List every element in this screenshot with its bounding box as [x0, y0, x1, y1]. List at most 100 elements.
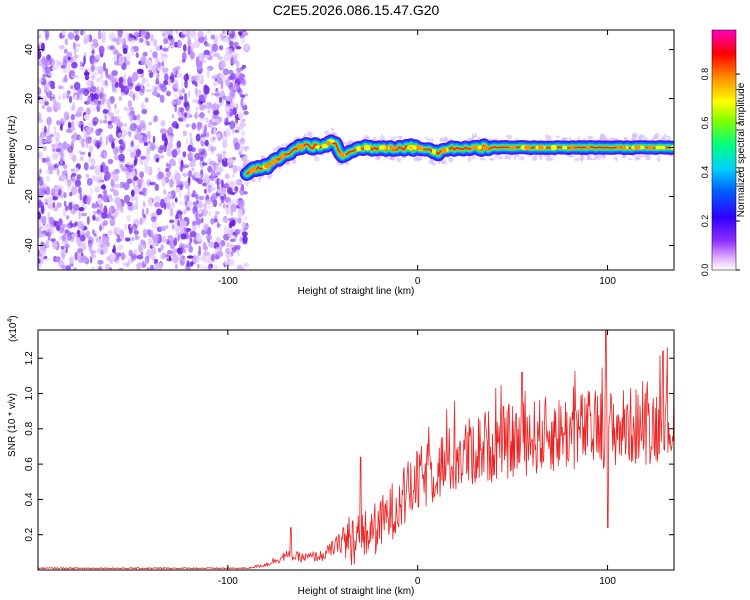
- noise-blob: [38, 112, 42, 121]
- noise-blob: [225, 254, 232, 258]
- noise-blob: [94, 164, 101, 172]
- noise-blob: [103, 62, 106, 72]
- noise-blob: [159, 45, 163, 50]
- noise-blob: [138, 124, 144, 129]
- noise-blob: [109, 218, 116, 227]
- noise-blob: [167, 250, 173, 255]
- noise-blob: [225, 95, 230, 102]
- noise-blob: [113, 146, 119, 155]
- noise-blob: [155, 157, 159, 163]
- noise-blob: [191, 150, 195, 159]
- noise-blob: [240, 94, 246, 98]
- noise-blob: [132, 93, 136, 101]
- noise-blob: [147, 140, 152, 145]
- noise-blob: [146, 179, 152, 187]
- noise-blob: [118, 76, 124, 84]
- noise-blob: [219, 59, 227, 69]
- noise-blob: [38, 96, 42, 100]
- noise-blob: [69, 191, 73, 197]
- noise-blob: [92, 116, 99, 125]
- noise-blob: [52, 241, 58, 250]
- noise-blob: [201, 182, 207, 187]
- noise-blob: [100, 184, 107, 190]
- track-highlight: [251, 167, 257, 173]
- noise-blob: [145, 207, 149, 215]
- noise-blob: [43, 224, 49, 231]
- track-halo: [489, 157, 493, 161]
- noise-blob: [131, 255, 139, 259]
- noise-blob: [46, 229, 52, 238]
- noise-blob: [58, 94, 62, 101]
- noise-blob: [226, 202, 233, 206]
- y-tick-label: 1.0: [24, 386, 35, 400]
- noise-blob: [243, 110, 249, 115]
- noise-blob: [149, 48, 153, 53]
- track-halo: [654, 132, 660, 139]
- noise-blob: [80, 151, 86, 156]
- noise-blob: [127, 77, 132, 87]
- track-halo: [324, 130, 330, 135]
- noise-blob: [228, 40, 234, 47]
- noise-blob: [160, 56, 167, 62]
- noise-blob: [200, 74, 205, 85]
- noise-blob: [240, 98, 244, 108]
- noise-blob: [216, 177, 220, 186]
- noise-blob: [168, 134, 174, 143]
- noise-blob: [204, 199, 212, 205]
- noise-blob: [102, 189, 107, 196]
- noise-blob: [171, 149, 178, 158]
- noise-blob: [127, 100, 133, 108]
- noise-blob: [240, 78, 246, 85]
- noise-blob: [112, 50, 120, 56]
- noise-blob: [176, 140, 182, 149]
- noise-blob: [97, 238, 103, 247]
- noise-blob: [83, 35, 88, 40]
- noise-blob: [82, 129, 86, 133]
- track-halo: [651, 137, 655, 142]
- snr-frame: [37, 329, 675, 571]
- noise-blob: [221, 30, 227, 35]
- noise-blob: [62, 92, 68, 99]
- noise-blob: [200, 217, 204, 224]
- noise-blob: [86, 178, 93, 186]
- noise-blob: [90, 65, 96, 72]
- noise-blob: [58, 45, 65, 50]
- noise-blob: [131, 236, 135, 242]
- noise-blob: [180, 165, 183, 173]
- noise-blob: [79, 192, 83, 201]
- noise-blob: [78, 211, 81, 220]
- noise-blob: [86, 216, 90, 225]
- noise-blob: [97, 197, 103, 206]
- noise-blob: [59, 148, 64, 159]
- track-halo: [448, 157, 454, 163]
- noise-blob: [175, 82, 179, 89]
- noise-blob: [95, 77, 102, 82]
- noise-blob: [223, 54, 230, 62]
- noise-blob: [234, 186, 239, 191]
- noise-blob: [160, 198, 165, 209]
- noise-blob: [83, 162, 89, 171]
- noise-blob: [72, 41, 76, 50]
- noise-blob: [199, 156, 204, 161]
- noise-blob: [188, 242, 192, 247]
- noise-blob: [54, 206, 58, 212]
- noise-blob: [149, 264, 155, 270]
- noise-blob: [40, 204, 45, 215]
- noise-blob: [71, 154, 77, 163]
- noise-blob: [161, 132, 167, 142]
- noise-blob: [239, 234, 244, 243]
- noise-blob: [62, 164, 68, 170]
- noise-blob: [107, 123, 114, 129]
- noise-blob: [243, 191, 248, 195]
- x-tick-label: -100: [218, 276, 238, 287]
- noise-blob: [159, 94, 165, 103]
- noise-blob: [66, 180, 71, 191]
- noise-blob: [172, 162, 177, 167]
- noise-blob: [119, 142, 126, 151]
- noise-blob: [188, 90, 191, 98]
- noise-blob: [142, 133, 148, 143]
- spectrogram-noise: [38, 30, 250, 270]
- noise-blob: [50, 144, 56, 148]
- noise-blob: [192, 201, 199, 206]
- noise-blob: [142, 202, 146, 208]
